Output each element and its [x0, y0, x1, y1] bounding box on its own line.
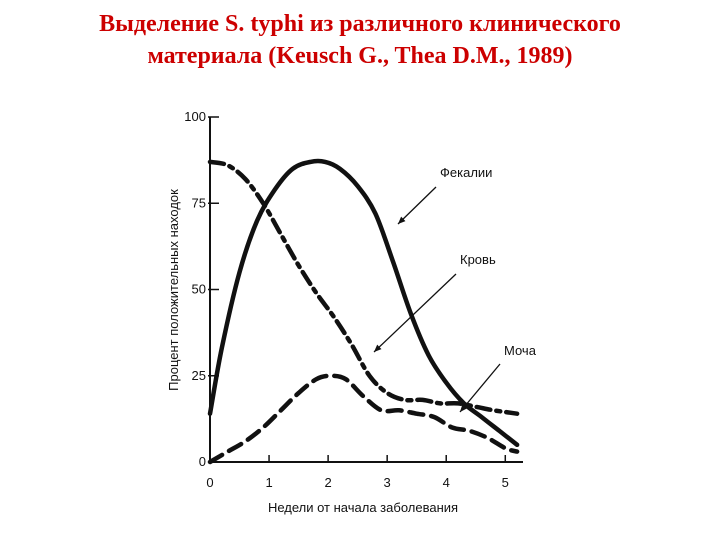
annotation-label-feces: Фекалии: [440, 165, 492, 180]
y-axis-label: Процент положительных находок: [166, 189, 181, 391]
annotation-arrow-urine: [459, 363, 501, 413]
annotation-label-urine: Моча: [504, 343, 537, 358]
y-tick-label: 100: [184, 109, 206, 124]
annotation-label-blood: Кровь: [460, 252, 496, 267]
x-tick-label: 3: [384, 475, 391, 490]
chart-ticks: 0 25 50 75 100 0 1 2 3 4 5: [184, 109, 509, 490]
y-tick-label: 75: [192, 195, 206, 210]
annotation-arrow-blood: [373, 273, 457, 353]
page-title: Выделение S. typhi из различного клиниче…: [20, 8, 700, 72]
annotation-arrowhead-blood: [374, 344, 382, 352]
title-line-2: материала (Keusch G., Thea D.M., 1989): [147, 43, 573, 69]
x-tick-label: 0: [206, 475, 213, 490]
annotation-arrow-feces: [397, 186, 437, 225]
series-line-urine: [207, 373, 520, 465]
x-tick-label: 5: [502, 475, 509, 490]
chart-series: [207, 158, 520, 465]
title-line-1: Выделение S. typhi из различного клиниче…: [99, 11, 621, 37]
series-line-feces: [207, 158, 520, 448]
y-tick-label: 50: [192, 282, 206, 297]
y-tick-label: 0: [199, 454, 206, 469]
annotation-arrowhead-urine: [460, 404, 468, 412]
series-line-blood: [207, 159, 520, 416]
x-tick-label: 1: [265, 475, 272, 490]
chart-annotations: Фекалии Кровь Моча: [373, 165, 537, 413]
x-tick-label: 4: [443, 475, 450, 490]
x-tick-label: 2: [324, 475, 331, 490]
x-axis-label: Недели от начала заболевания: [268, 500, 458, 515]
annotation-arrowhead-feces: [398, 216, 406, 224]
y-tick-label: 25: [192, 368, 206, 383]
